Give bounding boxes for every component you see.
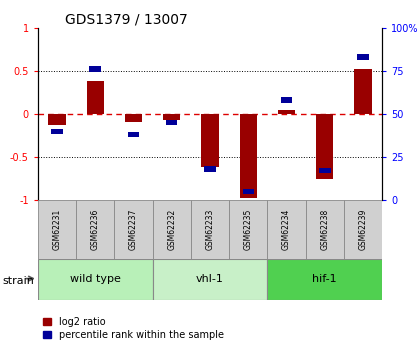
Bar bbox=[204, 167, 216, 172]
Bar bbox=[242, 189, 254, 194]
Bar bbox=[306, 200, 344, 259]
Text: vhl-1: vhl-1 bbox=[196, 275, 224, 284]
Text: GSM62238: GSM62238 bbox=[320, 209, 329, 250]
Bar bbox=[268, 200, 306, 259]
Bar bbox=[152, 200, 191, 259]
Bar bbox=[166, 120, 178, 125]
Text: GDS1379 / 13007: GDS1379 / 13007 bbox=[66, 12, 188, 27]
Bar bbox=[38, 259, 152, 300]
Bar bbox=[191, 200, 229, 259]
Bar bbox=[163, 114, 180, 120]
Bar bbox=[354, 69, 372, 114]
Text: GSM62231: GSM62231 bbox=[52, 209, 61, 250]
Text: GSM62237: GSM62237 bbox=[129, 209, 138, 250]
Bar bbox=[319, 168, 331, 173]
Bar bbox=[128, 132, 139, 137]
Bar bbox=[316, 114, 333, 179]
Bar bbox=[240, 114, 257, 197]
Text: GSM62234: GSM62234 bbox=[282, 209, 291, 250]
Bar bbox=[38, 200, 76, 259]
Bar bbox=[278, 110, 295, 114]
Bar bbox=[152, 259, 268, 300]
Text: GSM62236: GSM62236 bbox=[91, 209, 100, 250]
Bar bbox=[357, 55, 369, 60]
Bar bbox=[281, 98, 292, 103]
Bar bbox=[76, 200, 114, 259]
Text: wild type: wild type bbox=[70, 275, 121, 284]
Text: GSM62235: GSM62235 bbox=[244, 209, 253, 250]
Bar bbox=[125, 114, 142, 122]
Bar bbox=[114, 200, 152, 259]
Bar bbox=[268, 259, 382, 300]
Text: GSM62239: GSM62239 bbox=[359, 209, 368, 250]
Bar bbox=[87, 81, 104, 114]
Text: hif-1: hif-1 bbox=[312, 275, 337, 284]
Text: GSM62232: GSM62232 bbox=[167, 209, 176, 250]
Bar bbox=[344, 200, 382, 259]
Text: strain: strain bbox=[2, 276, 34, 286]
Bar bbox=[201, 114, 218, 167]
Text: GSM62233: GSM62233 bbox=[205, 209, 215, 250]
Legend: log2 ratio, percentile rank within the sample: log2 ratio, percentile rank within the s… bbox=[43, 317, 224, 340]
Bar bbox=[229, 200, 268, 259]
Bar bbox=[89, 66, 101, 72]
Bar bbox=[51, 128, 63, 134]
Bar bbox=[48, 114, 66, 125]
